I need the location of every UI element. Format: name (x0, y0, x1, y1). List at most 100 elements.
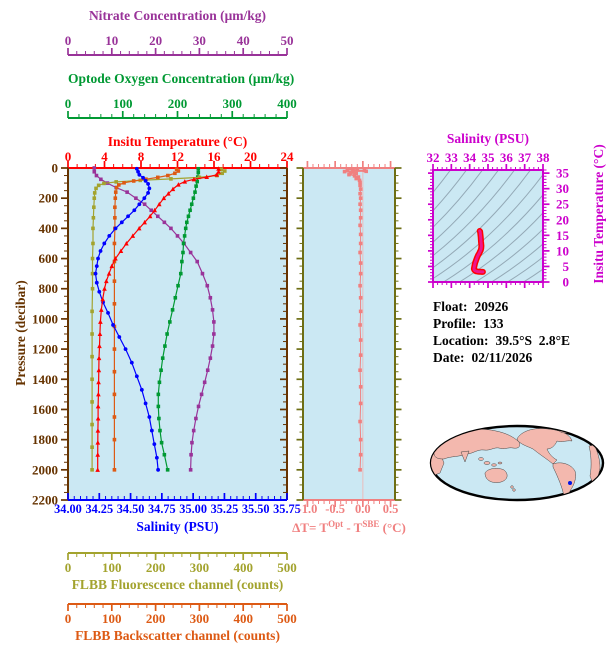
subcontinent-india (460, 450, 470, 463)
svg-text:35.75: 35.75 (273, 502, 301, 516)
island-new-zealand-south (512, 488, 516, 492)
series-fluorescence (90, 167, 227, 472)
continent-north-america (516, 428, 573, 465)
svg-text:25: 25 (556, 197, 570, 212)
svg-text:200: 200 (168, 96, 188, 111)
svg-text:4: 4 (101, 149, 108, 164)
svg-text:35: 35 (482, 150, 496, 165)
series-temperature (95, 166, 221, 472)
svg-text:600: 600 (39, 251, 59, 266)
delta-t-label-sup-opt: Opt (328, 519, 344, 529)
svg-text:15: 15 (556, 228, 570, 243)
svg-text:400: 400 (277, 96, 297, 111)
island-sumatra (478, 457, 484, 461)
svg-text:1400: 1400 (32, 372, 58, 387)
world-map (429, 424, 605, 502)
svg-text:20: 20 (244, 149, 257, 164)
date-value: 02/11/2026 (471, 350, 533, 365)
delta-t-label-post: (°C) (379, 520, 406, 535)
delta-t-panel: -1.0 -0.5 0.0 0.5 (296, 161, 402, 516)
svg-text:200: 200 (146, 560, 166, 575)
delta-t-axis-title: ΔT= TOpt - TSBE (°C) (283, 519, 415, 536)
svg-text:1200: 1200 (32, 342, 58, 357)
svg-text:20: 20 (556, 212, 569, 227)
float-id-value: 20926 (474, 299, 509, 314)
svg-text:35.25: 35.25 (211, 502, 239, 516)
svg-text:10: 10 (556, 243, 569, 258)
nitrate-axis: 0 10 20 30 40 50 (65, 33, 294, 56)
svg-text:1800: 1800 (32, 432, 58, 447)
svg-text:400: 400 (233, 560, 253, 575)
svg-text:36: 36 (500, 150, 514, 165)
salinity-axis-title: Salinity (PSU) (136, 519, 219, 534)
fluorescence-axis-title: FLBB Fluorescence channel (counts) (71, 577, 284, 592)
salinity-axis: 34.00 34.25 34.50 34.75 35.00 35.25 35.50 35.75 (54, 493, 301, 516)
svg-text:34.00: 34.00 (54, 502, 82, 516)
series-salinity (93, 166, 161, 472)
svg-text:50: 50 (281, 33, 294, 48)
series-oxygen (156, 166, 201, 472)
svg-text:0.0: 0.0 (355, 502, 371, 516)
island-new-zealand-north (510, 485, 514, 489)
location-row: Location: 39.5°S 2.8°E (433, 332, 570, 349)
delta-t-label-sup-sbe: SBE (362, 519, 380, 529)
island-pacific (497, 461, 503, 465)
svg-text:800: 800 (39, 281, 59, 296)
float-id-row: Float: 20926 (433, 298, 570, 315)
profile-number-row: Profile: 133 (433, 315, 570, 332)
plot-backgrounds (68, 168, 543, 500)
svg-text:8: 8 (138, 149, 145, 164)
ts-temperature-axis-title: Insitu Temperature (°C) (591, 144, 606, 284)
svg-text:0: 0 (52, 161, 59, 176)
location-label: Location: (433, 333, 489, 348)
delta-t-label-mid: - T (343, 520, 363, 535)
profile-number-value: 133 (483, 316, 504, 331)
svg-text:300: 300 (190, 611, 210, 626)
svg-text:34: 34 (463, 150, 477, 165)
island-newguinea (491, 463, 497, 467)
svg-text:300: 300 (190, 560, 210, 575)
series-delta-t (342, 166, 368, 472)
svg-text:0: 0 (65, 149, 72, 164)
backscatter-axis: 0 100 200 300 400 500 (65, 603, 297, 626)
svg-text:12: 12 (171, 149, 184, 164)
svg-text:100: 100 (102, 611, 122, 626)
svg-text:38: 38 (537, 150, 551, 165)
svg-text:24: 24 (281, 149, 295, 164)
svg-text:34.25: 34.25 (85, 502, 113, 516)
location-value: 39.5°S 2.8°E (495, 333, 571, 348)
profile-number-label: Profile: (433, 316, 477, 331)
svg-text:400: 400 (233, 611, 253, 626)
svg-text:500: 500 (277, 560, 297, 575)
backscatter-axis-title: FLBB Backscatter channel (counts) (75, 628, 280, 643)
svg-text:300: 300 (223, 96, 243, 111)
svg-text:0: 0 (65, 33, 72, 48)
svg-text:200: 200 (146, 611, 166, 626)
svg-text:500: 500 (277, 611, 297, 626)
float-metadata: Float: 20926 Profile: 133 Location: 39.5°S … (433, 298, 570, 366)
delta-t-label-pre: ΔT= T (292, 520, 329, 535)
svg-text:0: 0 (65, 611, 72, 626)
svg-text:40: 40 (237, 33, 250, 48)
svg-text:33: 33 (445, 150, 459, 165)
ts-salinity-axis-title: Salinity (PSU) (446, 131, 530, 146)
svg-text:10: 10 (105, 33, 118, 48)
oxygen-axis-title: Optode Oxygen Concentration (μm/kg) (68, 71, 295, 86)
svg-text:1600: 1600 (32, 402, 58, 417)
continent-south-america (552, 462, 576, 496)
svg-text:0: 0 (65, 560, 72, 575)
svg-text:-0.5: -0.5 (325, 502, 345, 516)
svg-text:35.00: 35.00 (179, 502, 207, 516)
fluorescence-axis: 0 100 200 300 400 500 (65, 552, 297, 575)
svg-text:30: 30 (193, 33, 206, 48)
svg-text:200: 200 (39, 191, 59, 206)
svg-text:100: 100 (102, 560, 122, 575)
svg-text:35: 35 (556, 166, 570, 181)
pressure-axis-title: Pressure (decibar) (13, 280, 28, 386)
nitrate-axis-title: Nitrate Concentration (μm/kg) (88, 8, 267, 23)
svg-text:37: 37 (518, 150, 532, 165)
svg-text:400: 400 (39, 221, 59, 236)
